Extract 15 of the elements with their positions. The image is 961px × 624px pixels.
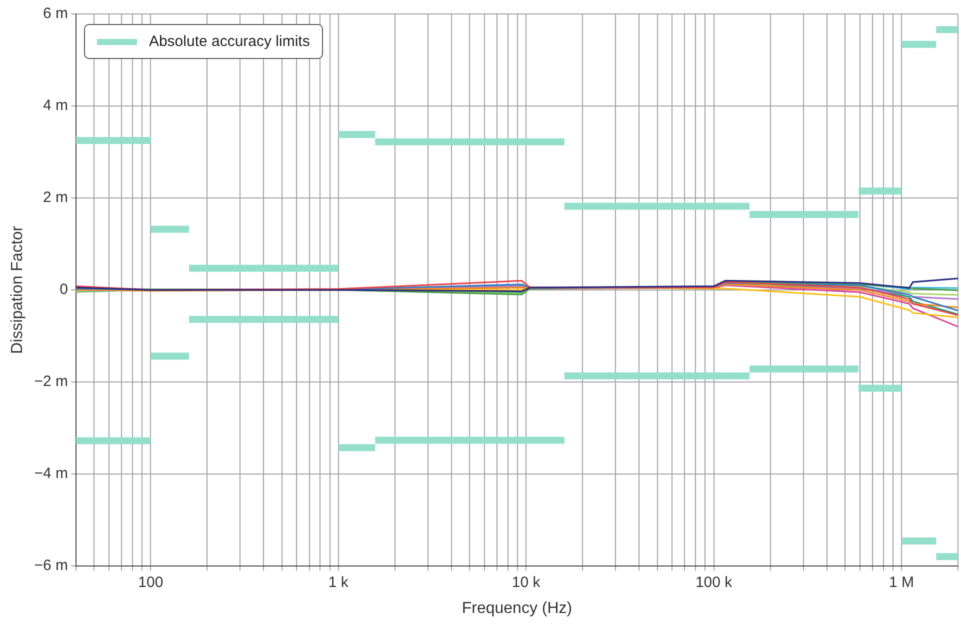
y-axis-title: Dissipation Factor bbox=[9, 225, 26, 354]
y-tick-label: −2 m bbox=[34, 373, 68, 390]
y-tick-label: −4 m bbox=[34, 464, 68, 482]
y-tick-label: 0 bbox=[60, 281, 68, 298]
y-tick-label: −6 m bbox=[34, 556, 68, 574]
x-tick-label: 10 k bbox=[512, 574, 541, 591]
x-tick-label: 1 k bbox=[328, 574, 349, 591]
x-tick-label: 1 M bbox=[888, 574, 914, 591]
x-tick-label: 100 bbox=[138, 574, 164, 591]
y-tick-label: 6 m bbox=[42, 5, 68, 22]
legend-label: Absolute accuracy limits bbox=[148, 33, 310, 50]
y-tick-label: 2 m bbox=[42, 189, 68, 206]
x-axis-title: Frequency (Hz) bbox=[462, 600, 572, 617]
x-tick-label: 100 k bbox=[695, 574, 733, 591]
y-tick-label: 4 m bbox=[42, 97, 68, 114]
